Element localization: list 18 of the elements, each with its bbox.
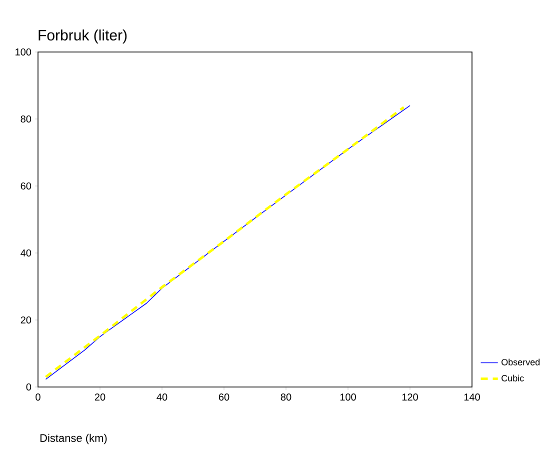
x-tick-label: 60	[218, 394, 230, 401]
x-tick-label: 100	[340, 394, 356, 401]
x-tick-label: 40	[156, 394, 168, 401]
x-tick-label: 20	[94, 394, 106, 401]
x-tick-label: 0	[36, 394, 40, 401]
x-tick-label: 140	[464, 394, 480, 401]
y-axis-title: Forbruk (liter)	[38, 29, 127, 44]
y-tick-label: 20	[20, 316, 32, 324]
x-tick-label: 80	[280, 394, 292, 401]
y-tick-label: 80	[20, 115, 32, 123]
y-tick-label: 60	[20, 182, 32, 190]
x-tick-label: 120	[402, 394, 418, 401]
legend-label: Observed	[502, 358, 540, 366]
x-axis-title: Distanse (km)	[40, 434, 107, 444]
y-tick-label: 100	[16, 48, 32, 56]
y-tick-label: 0	[26, 383, 32, 391]
legend-label: Cubic	[502, 374, 524, 382]
y-tick-label: 40	[20, 249, 32, 257]
